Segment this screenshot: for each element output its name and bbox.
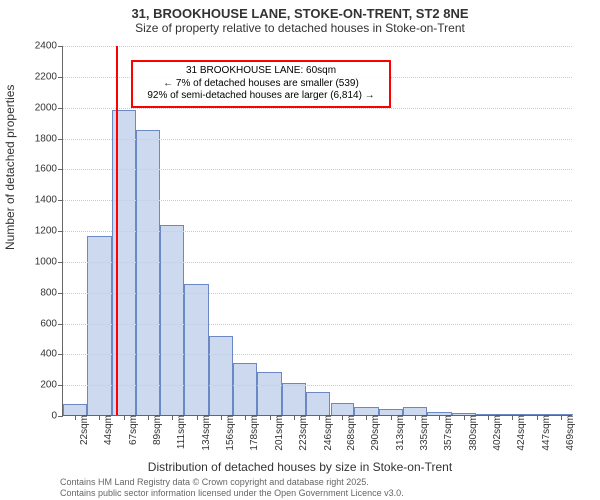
y-tick-label: 2400	[35, 41, 63, 52]
histogram-bar	[257, 372, 281, 415]
histogram-bar	[160, 225, 184, 415]
annotation-line: 31 BROOKHOUSE LANE: 60sqm	[139, 65, 383, 78]
x-tick-label: 335sqm	[419, 415, 430, 451]
x-tick-mark	[124, 415, 125, 420]
y-tick-label: 400	[40, 349, 63, 360]
chart-subtitle: Size of property relative to detached ho…	[0, 21, 600, 35]
x-tick-label: 67sqm	[128, 415, 139, 445]
y-tick-label: 2200	[35, 71, 63, 82]
x-tick-mark	[270, 415, 271, 420]
x-tick-label: 111sqm	[176, 415, 187, 449]
gridline	[63, 139, 572, 140]
gridline	[63, 108, 572, 109]
x-tick-label: 223sqm	[298, 415, 309, 451]
x-tick-mark	[245, 415, 246, 420]
y-tick-label: 1000	[35, 256, 63, 267]
x-tick-label: 447sqm	[541, 415, 552, 451]
y-tick-label: 0	[51, 411, 63, 422]
x-tick-mark	[221, 415, 222, 420]
histogram-bar	[136, 130, 160, 415]
histogram-bar	[87, 236, 111, 415]
gridline	[63, 169, 572, 170]
histogram-bar	[184, 284, 208, 415]
x-tick-label: 424sqm	[516, 415, 527, 451]
x-tick-mark	[391, 415, 392, 420]
x-tick-label: 469sqm	[565, 415, 576, 451]
y-tick-label: 1800	[35, 133, 63, 144]
x-tick-mark	[366, 415, 367, 420]
x-tick-mark	[197, 415, 198, 420]
x-tick-mark	[488, 415, 489, 420]
x-tick-mark	[75, 415, 76, 420]
x-tick-label: 22sqm	[79, 415, 90, 445]
chart-container: 31, BROOKHOUSE LANE, STOKE-ON-TRENT, ST2…	[0, 0, 600, 500]
annotation-line: ← 7% of detached houses are smaller (539…	[139, 78, 383, 91]
gridline	[63, 354, 572, 355]
x-tick-label: 201sqm	[274, 415, 285, 451]
plot-area: 0200400600800100012001400160018002000220…	[62, 46, 572, 416]
x-tick-mark	[464, 415, 465, 420]
y-tick-label: 600	[40, 318, 63, 329]
x-axis-label: Distribution of detached houses by size …	[0, 460, 600, 474]
chart-title: 31, BROOKHOUSE LANE, STOKE-ON-TRENT, ST2…	[0, 6, 600, 21]
footer-line-1: Contains HM Land Registry data © Crown c…	[60, 477, 404, 487]
gridline	[63, 293, 572, 294]
x-tick-label: 290sqm	[370, 415, 381, 451]
y-tick-label: 800	[40, 287, 63, 298]
histogram-bar	[354, 407, 378, 415]
histogram-bar	[403, 407, 427, 415]
footer-line-2: Contains public sector information licen…	[60, 488, 404, 498]
x-tick-label: 89sqm	[152, 415, 163, 445]
x-tick-label: 134sqm	[201, 415, 212, 451]
histogram-bar	[282, 383, 306, 415]
y-tick-label: 1400	[35, 195, 63, 206]
y-tick-label: 200	[40, 380, 63, 391]
x-tick-label: 156sqm	[225, 415, 236, 451]
x-tick-mark	[561, 415, 562, 420]
histogram-bar	[209, 336, 233, 415]
y-axis-label: Number of detached properties	[3, 85, 17, 250]
x-tick-mark	[294, 415, 295, 420]
footer-credits: Contains HM Land Registry data © Crown c…	[60, 477, 404, 498]
x-tick-mark	[148, 415, 149, 420]
y-tick-label: 1200	[35, 226, 63, 237]
annotation-line: 92% of semi-detached houses are larger (…	[139, 90, 383, 103]
x-tick-label: 380sqm	[468, 415, 479, 451]
x-tick-label: 44sqm	[103, 415, 114, 445]
x-tick-mark	[512, 415, 513, 420]
x-tick-label: 178sqm	[249, 415, 260, 451]
x-tick-mark	[319, 415, 320, 420]
gridline	[63, 231, 572, 232]
gridline	[63, 324, 572, 325]
gridline	[63, 385, 572, 386]
x-tick-label: 246sqm	[323, 415, 334, 451]
x-tick-mark	[99, 415, 100, 420]
gridline	[63, 46, 572, 47]
histogram-bar	[306, 392, 330, 415]
x-tick-label: 357sqm	[443, 415, 454, 451]
annotation-callout: 31 BROOKHOUSE LANE: 60sqm← 7% of detache…	[131, 60, 391, 108]
x-tick-label: 313sqm	[395, 415, 406, 451]
title-block: 31, BROOKHOUSE LANE, STOKE-ON-TRENT, ST2…	[0, 0, 600, 35]
x-tick-label: 268sqm	[346, 415, 357, 451]
x-tick-mark	[415, 415, 416, 420]
x-tick-mark	[342, 415, 343, 420]
histogram-bar	[233, 363, 257, 415]
x-tick-label: 402sqm	[492, 415, 503, 451]
histogram-bar	[331, 403, 355, 415]
histogram-bar	[63, 404, 87, 415]
gridline	[63, 200, 572, 201]
y-tick-label: 1600	[35, 164, 63, 175]
gridline	[63, 262, 572, 263]
x-tick-mark	[439, 415, 440, 420]
x-tick-mark	[172, 415, 173, 420]
reference-marker-line	[116, 46, 118, 415]
y-tick-label: 2000	[35, 102, 63, 113]
x-tick-mark	[537, 415, 538, 420]
